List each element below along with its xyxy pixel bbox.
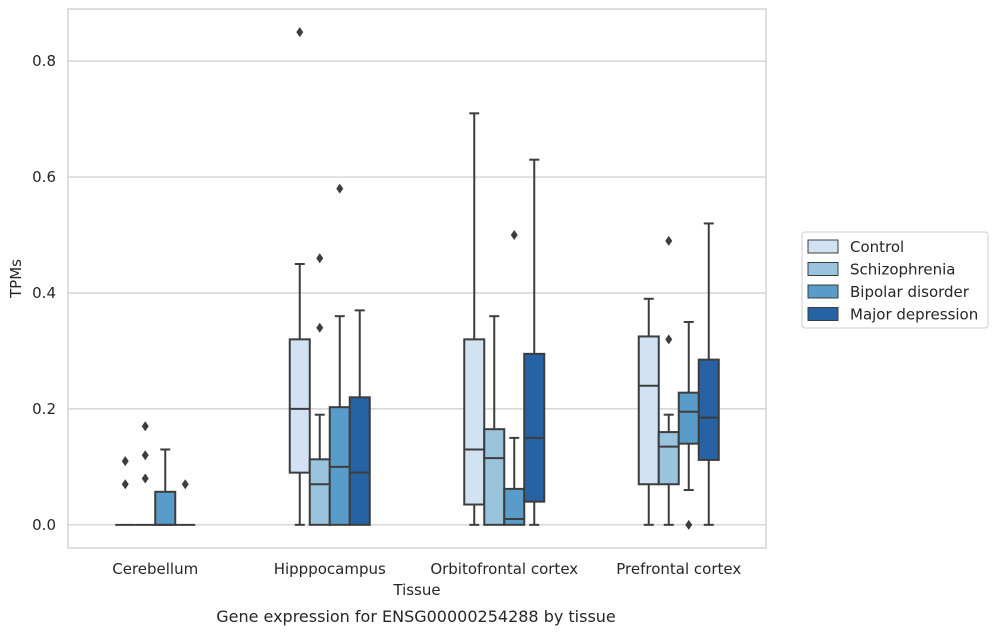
box-bipolar-disorder [154,448,177,526]
outlier-point [316,253,324,264]
outlier-point [685,519,693,530]
outlier-point [510,230,518,241]
outlier-point [181,479,189,490]
x-axis-title: Tissue [392,581,440,599]
box-major-depression [348,309,371,526]
box-major-depression [523,158,546,526]
box-major-depression [697,222,720,526]
legend-swatch [807,262,839,276]
box-schizophrenia [483,315,506,526]
x-tick-labels: Cerebellum Hipppocampus Orbitofrontal cort… [112,560,741,578]
outlier-point [121,479,129,490]
box-control [463,112,486,526]
y-tick-label: 0.8 [32,52,56,70]
legend-label: Bipolar disorder [850,283,970,301]
box-schizophrenia [657,235,680,526]
outlier-point [141,421,149,432]
box-bipolar-disorder [677,320,700,530]
outlier-point [121,456,129,467]
box-body [523,352,546,503]
outlier-point [141,473,149,484]
outlier-point [141,450,149,461]
box-schizophrenia [135,421,156,526]
y-tick-label: 0.2 [32,400,56,418]
box-control [115,456,136,526]
box-schizophrenia [308,253,331,526]
x-tick-label: Prefrontal cortex [616,560,741,578]
outlier-point [316,322,324,333]
y-tick-label: 0.0 [32,516,56,534]
x-tick-label: Orbitofrontal cortex [430,560,578,578]
outlier-point [665,334,673,345]
legend-label: Control [850,238,904,256]
box-body [503,487,526,526]
box-body [154,490,177,526]
box-body [288,338,311,474]
legend-label: Major depression [850,306,978,324]
box-body [348,396,371,526]
box-control [288,27,311,526]
outlier-point [296,27,304,38]
y-tick-labels: 0.0 0.2 0.4 0.6 0.8 [32,52,56,534]
legend-label: Schizophrenia [850,261,955,279]
figure-caption: Gene expression for ENSG00000254288 by t… [216,607,616,626]
box-control [637,297,660,526]
x-tick-label: Cerebellum [112,560,198,578]
box-body [308,458,331,526]
outlier-point [665,235,673,246]
legend-swatch [807,239,839,254]
box-body [677,391,700,445]
y-axis-title: TPMs [7,259,25,299]
box-body [483,428,506,526]
y-tick-label: 0.4 [32,284,56,302]
box-bipolar-disorder [328,183,351,526]
plot-frame [67,8,767,549]
legend-frame [801,231,989,329]
x-tick-label: Hipppocampus [274,560,386,578]
outlier-point [336,183,344,194]
legend-swatch [807,284,839,299]
box-bipolar-disorder [503,230,526,526]
y-tick-label: 0.6 [32,168,56,186]
box-body [463,338,486,506]
box-body [637,335,660,486]
box-body [697,358,720,461]
box-major-depression [175,479,196,526]
box-plots [115,27,720,530]
legend: Control Schizophrenia Bipolar disorder Majo… [801,231,989,329]
box-body [657,431,680,486]
legend-swatch [807,307,839,321]
